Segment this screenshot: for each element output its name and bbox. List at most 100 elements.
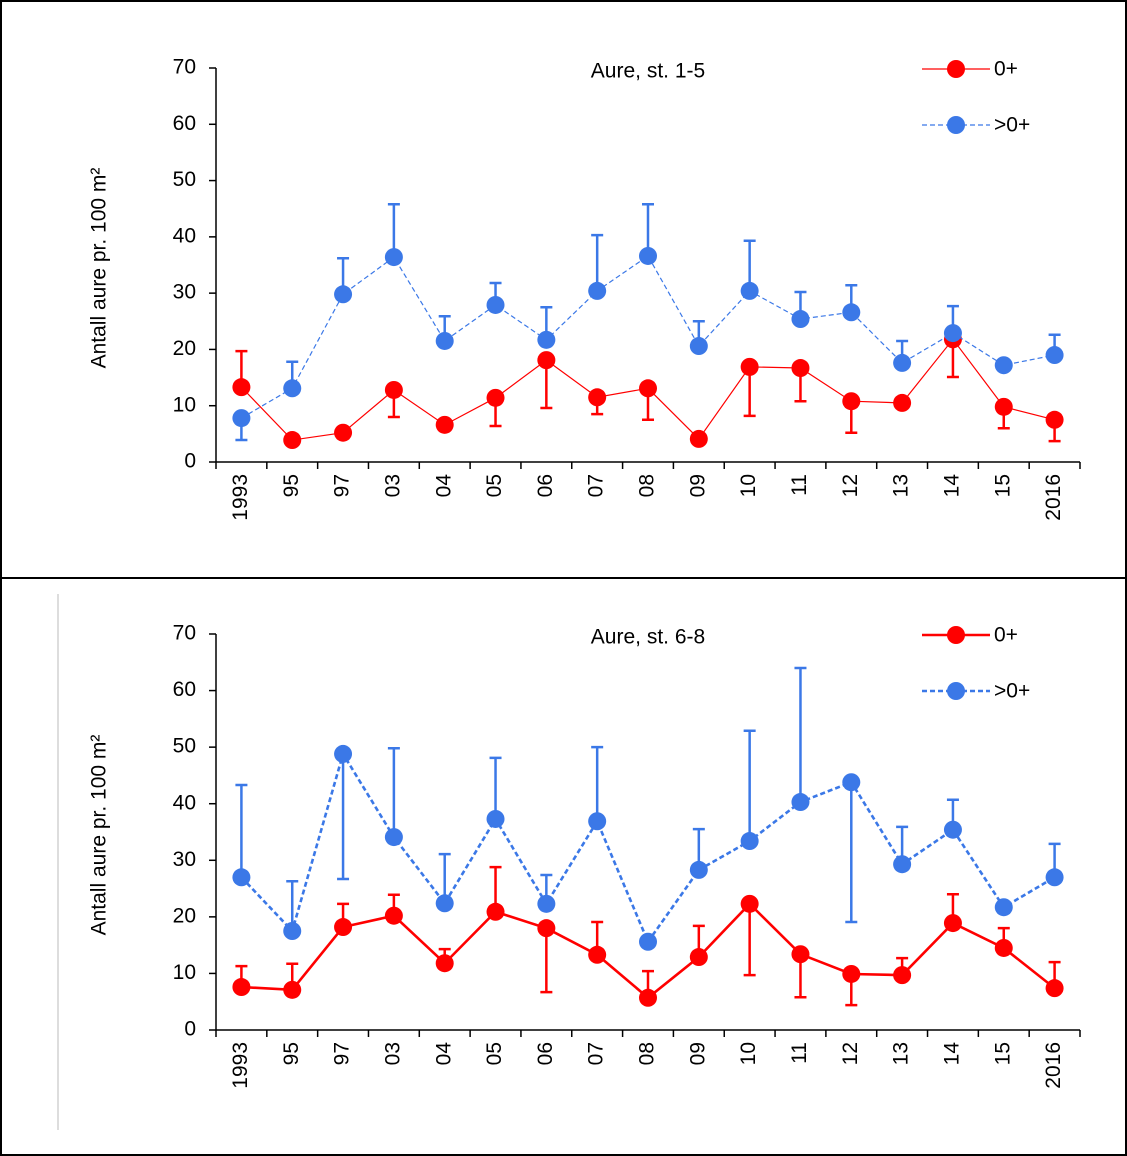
x-tick-label: 08	[636, 474, 659, 497]
legend-label: >0+	[994, 114, 1030, 137]
error-bar	[591, 745, 604, 822]
x-tick-label: 06	[534, 1042, 557, 1065]
x-tick-label: 04	[432, 474, 455, 498]
y-tick-label: 40	[173, 224, 196, 247]
chart-title: Aure, st. 1-5	[591, 60, 705, 83]
y-tick-label: 20	[173, 904, 196, 927]
x-tick-label: 03	[381, 1042, 404, 1065]
marker	[588, 281, 607, 300]
marker	[1045, 868, 1064, 887]
marker	[232, 868, 251, 887]
error-bar	[743, 903, 756, 977]
marker	[486, 902, 505, 921]
marker	[893, 855, 912, 874]
marker	[943, 914, 962, 933]
error-bar	[489, 756, 502, 819]
legend-label: >0+	[994, 680, 1030, 703]
x-tick-label: 14	[940, 1042, 963, 1066]
marker	[334, 744, 353, 763]
error-bar	[540, 928, 553, 994]
legend-marker	[947, 626, 965, 644]
marker	[639, 988, 657, 1007]
x-tick-label: 05	[483, 1042, 506, 1065]
x-tick-label: 95	[280, 474, 303, 497]
marker	[537, 894, 556, 913]
marker	[334, 285, 353, 304]
error-bar	[387, 747, 400, 838]
marker	[334, 918, 353, 937]
x-tick-label: 1993	[229, 474, 252, 521]
x-tick-label: 14	[940, 474, 963, 498]
marker	[232, 978, 251, 997]
marker	[842, 392, 861, 411]
chart: 0 10 20 30 40 50 60 70 1993 95 97 03 04 05 06 07 08 09 10 1…	[88, 622, 1081, 1089]
marker	[893, 393, 912, 412]
marker	[283, 980, 302, 999]
marker	[435, 954, 454, 973]
marker	[384, 380, 403, 399]
x-tick-label: 2016	[1042, 1042, 1065, 1089]
marker	[588, 812, 607, 831]
x-tick-label: 09	[686, 474, 709, 497]
error-bar	[235, 783, 248, 878]
chart: 0 10 20 30 40 50 60 70 1993 95 97 03 04 05 06 07 08 09 10 1…	[88, 56, 1081, 521]
x-tick-label: 12	[839, 1042, 862, 1065]
series-line	[240, 750, 1056, 945]
marker	[283, 922, 302, 940]
x-tick-label: 97	[331, 474, 354, 497]
marker	[791, 793, 810, 812]
legend-marker	[947, 682, 965, 700]
marker	[994, 898, 1013, 917]
x-tick-label: 1993	[229, 1042, 252, 1089]
marker	[384, 906, 403, 925]
marker	[791, 945, 810, 964]
marker	[842, 303, 861, 322]
x-tick-label: 10	[737, 1042, 760, 1065]
x-tick-label: 2016	[1042, 474, 1065, 521]
marker	[1045, 979, 1064, 998]
error-bar	[794, 666, 807, 803]
y-tick-label: 10	[173, 393, 196, 416]
marker	[435, 415, 454, 434]
marker	[689, 337, 708, 356]
x-tick-label: 10	[737, 474, 760, 497]
marker	[1045, 346, 1064, 365]
marker	[537, 351, 556, 370]
legend-marker	[947, 60, 965, 78]
marker	[283, 379, 302, 398]
marker	[842, 773, 861, 792]
y-axis-label: Antall aure pr. 100 m²	[88, 735, 111, 936]
y-tick-label: 60	[173, 678, 196, 701]
marker	[639, 932, 657, 951]
x-tick-label: 97	[331, 1042, 354, 1065]
marker	[1045, 410, 1064, 429]
y-tick-label: 20	[173, 337, 196, 360]
y-tick-label: 10	[173, 961, 196, 984]
marker	[486, 809, 505, 828]
marker	[994, 938, 1013, 957]
marker	[994, 356, 1013, 375]
marker	[639, 379, 657, 398]
error-bar	[591, 233, 604, 291]
y-tick-label: 0	[184, 450, 196, 473]
error-bar	[845, 782, 858, 924]
marker	[943, 324, 962, 343]
error-bar	[337, 753, 350, 881]
marker	[943, 820, 962, 839]
x-tick-label: 09	[686, 1042, 709, 1065]
marker	[537, 919, 556, 938]
marker	[689, 860, 708, 879]
marker	[639, 246, 657, 265]
x-tick-label: 11	[788, 1042, 811, 1064]
error-bar	[743, 729, 756, 842]
x-tick-label: 15	[991, 474, 1014, 497]
marker	[740, 357, 759, 376]
x-tick-label: 15	[991, 1042, 1014, 1065]
y-axis-label: Antall aure pr. 100 m²	[88, 168, 111, 369]
x-tick-label: 07	[585, 1042, 608, 1065]
y-tick-label: 0	[184, 1018, 196, 1041]
x-tick-label: 07	[585, 474, 608, 497]
marker	[435, 894, 454, 913]
x-tick-label: 12	[839, 474, 862, 497]
